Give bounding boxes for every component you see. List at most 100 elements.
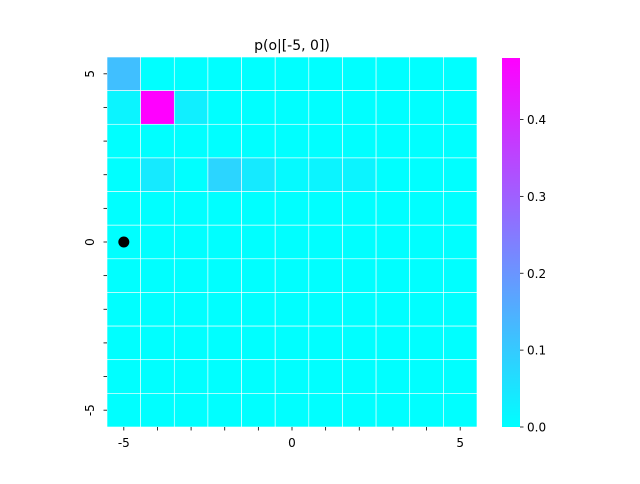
colorbar-tick-label: 0.3	[527, 190, 546, 204]
heatmap-cell	[342, 123, 377, 159]
heatmap-cell	[443, 191, 478, 226]
heatmap-cell	[140, 224, 175, 260]
heatmap-cell	[342, 325, 377, 361]
x-tick-label: -5	[118, 436, 130, 450]
heatmap-cell	[207, 191, 242, 226]
heatmap-cell	[241, 292, 276, 327]
heatmap-cell	[140, 191, 175, 226]
heatmap-cell	[241, 224, 276, 260]
heatmap-cell	[308, 90, 343, 125]
heatmap-cell	[106, 393, 141, 428]
heatmap-cell	[140, 90, 175, 125]
heatmap-cell	[106, 90, 141, 125]
heatmap-cell	[342, 191, 377, 226]
heatmap-cell	[274, 258, 310, 293]
heatmap-cell	[409, 224, 444, 260]
heatmap-cell	[342, 393, 377, 428]
heatmap-cell	[342, 292, 377, 327]
heatmap-cell	[308, 325, 343, 361]
y-tick-label: 0	[83, 238, 97, 246]
heatmap-cell	[241, 157, 276, 192]
heatmap-cell	[409, 359, 444, 394]
heatmap-cell	[443, 258, 478, 293]
heatmap-cell	[241, 56, 276, 91]
heatmap-cell	[106, 292, 141, 327]
heatmap-cell	[106, 56, 141, 91]
heatmap-axes: -5 0 5 5 0 -5	[83, 70, 464, 450]
heatmap-cell	[207, 56, 242, 91]
heatmap-cell	[409, 123, 444, 159]
heatmap-cell	[274, 90, 310, 125]
heatmap-cell	[241, 90, 276, 125]
y-tick-label: -5	[83, 404, 97, 416]
heatmap-cell	[140, 123, 175, 159]
heatmap-cell	[443, 157, 478, 192]
heatmap-cell	[241, 393, 276, 428]
heatmap-cell	[308, 123, 343, 159]
heatmap-cell	[308, 56, 343, 91]
heatmap-cell	[409, 191, 444, 226]
heatmap-cell	[342, 258, 377, 293]
heatmap-cell	[241, 325, 276, 361]
heatmap-cell	[274, 292, 310, 327]
colorbar: 0.0 0.1 0.2 0.3 0.4	[502, 58, 546, 435]
chart-title: p(o|[-5, 0])	[254, 38, 330, 54]
heatmap-cell	[173, 56, 209, 91]
heatmap-cell	[173, 325, 209, 361]
heatmap-cell	[443, 90, 478, 125]
heatmap-cell	[106, 359, 141, 394]
heatmap-cell	[274, 157, 310, 192]
heatmap-cell	[140, 292, 175, 327]
heatmap-cell	[173, 157, 209, 192]
heatmap-cell	[106, 123, 141, 159]
heatmap-cell	[375, 325, 411, 361]
heatmap-cell	[106, 191, 141, 226]
heatmap-cell	[106, 258, 141, 293]
heatmap-cell	[342, 90, 377, 125]
heatmap-cell	[207, 359, 242, 394]
heatmap-cell	[409, 157, 444, 192]
heatmap-cell	[409, 90, 444, 125]
heatmap-cell	[274, 359, 310, 394]
heatmap-cell	[207, 157, 242, 192]
colorbar-tick-label: 0.4	[527, 113, 546, 127]
colorbar-gradient	[502, 58, 520, 427]
heatmap-cell	[173, 292, 209, 327]
heatmap-cell	[342, 224, 377, 260]
heatmap-cell	[375, 191, 411, 226]
heatmap-cell	[173, 90, 209, 125]
heatmap-cell	[443, 292, 478, 327]
heatmap-cell	[375, 359, 411, 394]
heatmap-cell	[308, 359, 343, 394]
heatmap-cell	[274, 123, 310, 159]
heatmap-cell	[140, 359, 175, 394]
heatmap-cell	[207, 224, 242, 260]
heatmap-cell	[443, 325, 478, 361]
heatmap-cell	[375, 90, 411, 125]
colorbar-tick-label: 0.0	[527, 421, 546, 435]
heatmap-cell	[375, 56, 411, 91]
heatmap-cell	[241, 258, 276, 293]
heatmap-cell	[173, 359, 209, 394]
heatmap-cell	[274, 325, 310, 361]
heatmap-cell	[173, 258, 209, 293]
heatmap-cell	[409, 292, 444, 327]
heatmap-cell	[443, 359, 478, 394]
heatmap-cell	[342, 56, 377, 91]
heatmap-cell	[207, 258, 242, 293]
heatmap-cell	[173, 224, 209, 260]
marker-layer	[118, 236, 130, 248]
x-tick-label: 5	[456, 436, 464, 450]
heatmap-cell	[443, 56, 478, 91]
heatmap-cell	[308, 393, 343, 428]
heatmap-cell	[375, 258, 411, 293]
heatmap-cell	[207, 393, 242, 428]
heatmap-cell	[409, 393, 444, 428]
heatmap-cell	[274, 191, 310, 226]
y-tick-label: 5	[83, 70, 97, 78]
heatmap-cell	[409, 325, 444, 361]
heatmap-cell	[342, 157, 377, 192]
heatmap-cell	[207, 90, 242, 125]
heatmap-cell	[207, 123, 242, 159]
